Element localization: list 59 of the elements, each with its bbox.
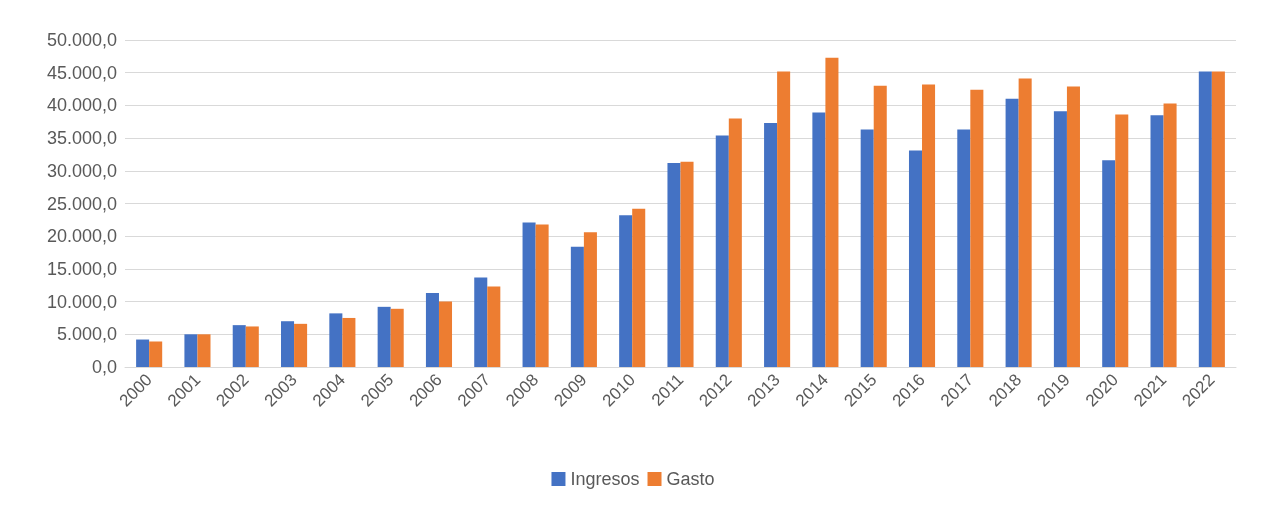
- bar: [860, 129, 874, 367]
- bar: [1150, 115, 1164, 367]
- bar: [764, 123, 778, 367]
- bar: [1163, 103, 1177, 367]
- bar: [522, 222, 536, 367]
- bar: [680, 161, 694, 367]
- bar: [281, 321, 295, 367]
- bar: [377, 306, 391, 367]
- y-tick-label: 15.000,0: [46, 258, 117, 279]
- bar: [583, 232, 597, 367]
- bar: [1005, 98, 1019, 367]
- bar: [728, 118, 742, 367]
- bar: [149, 341, 163, 367]
- bar: [1102, 160, 1116, 367]
- bar: [136, 339, 150, 367]
- bar: [425, 293, 439, 367]
- y-tick-label: 40.000,0: [46, 95, 117, 116]
- bar: [197, 334, 211, 367]
- bar: [873, 85, 887, 367]
- bar: [1053, 111, 1067, 367]
- bar: [1115, 114, 1129, 367]
- y-tick-label: 25.000,0: [46, 193, 117, 214]
- bar: [1211, 71, 1225, 367]
- y-tick-label: 10.000,0: [46, 291, 117, 312]
- legend-label: Gasto: [666, 469, 715, 489]
- bar: [619, 215, 633, 367]
- bar: [535, 224, 549, 367]
- bar: [1198, 71, 1212, 367]
- bar: [232, 325, 246, 367]
- bar: [294, 323, 308, 367]
- bar: [474, 277, 488, 367]
- bar: [487, 286, 501, 367]
- bar: [329, 313, 343, 367]
- y-tick-label: 30.000,0: [46, 160, 117, 181]
- bar: [1018, 78, 1032, 367]
- y-tick-label: 45.000,0: [46, 62, 117, 83]
- bar: [1066, 86, 1080, 367]
- bar: [715, 135, 729, 367]
- bar: [342, 317, 356, 367]
- legend-label: Ingresos: [570, 469, 640, 489]
- bar: [570, 246, 584, 367]
- bar: [825, 57, 839, 367]
- bar: [922, 84, 936, 367]
- bar: [908, 150, 923, 367]
- bar: [667, 162, 681, 367]
- y-tick-label: 20.000,0: [46, 226, 117, 247]
- y-tick-label: 5.000,0: [56, 324, 117, 345]
- bar: [970, 89, 984, 367]
- bar: [390, 308, 404, 367]
- bar: [245, 326, 259, 367]
- bar: [438, 301, 453, 367]
- bar: [957, 129, 971, 367]
- y-tick-label: 50.000,0: [46, 30, 117, 50]
- y-tick-label: 35.000,0: [46, 128, 117, 149]
- y-tick-label: 0,0: [91, 357, 117, 377]
- bar: [632, 208, 646, 367]
- bar: [812, 112, 826, 367]
- bar: [184, 334, 198, 367]
- bar: [777, 71, 791, 367]
